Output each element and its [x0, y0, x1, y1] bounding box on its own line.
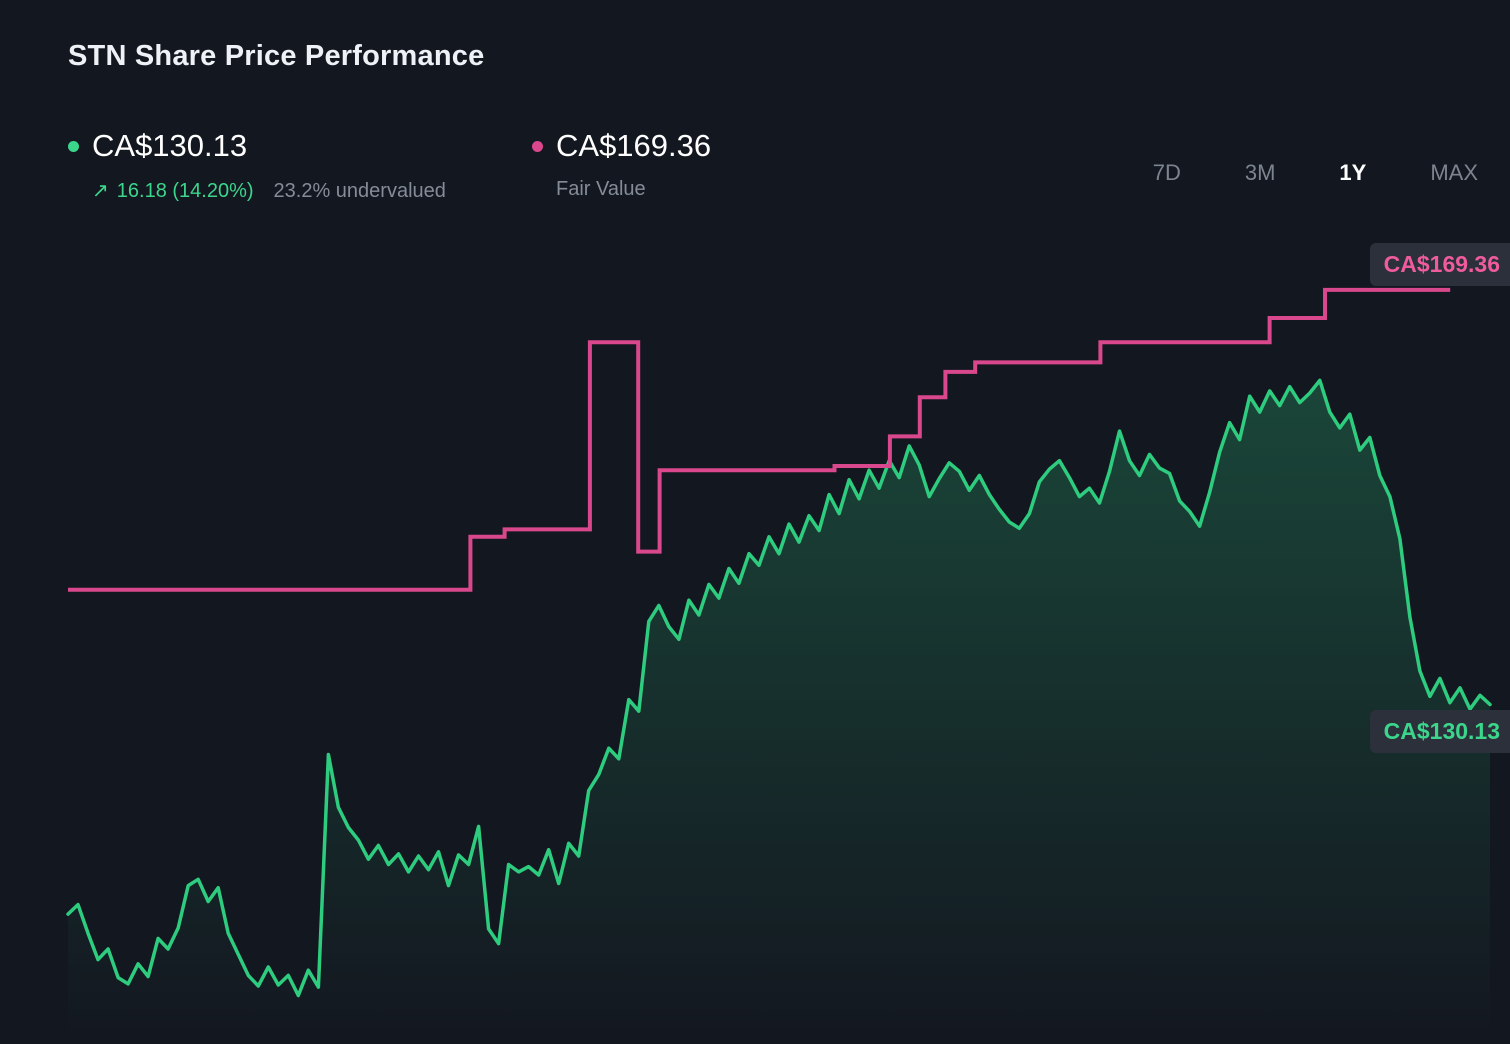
share-price-change: 16.18 (14.20%): [116, 180, 254, 202]
fair-value-value: CA$169.36: [556, 128, 712, 163]
range-button-3m[interactable]: 3M: [1241, 158, 1280, 188]
fair-value-line: [68, 287, 1451, 592]
range-button-1y[interactable]: 1Y: [1335, 158, 1370, 188]
share-price-badge: CA$130.13: [1369, 710, 1510, 753]
legend-fair-value: CA$169.36 Fair Value: [532, 128, 711, 201]
fair-value-dot-icon: [532, 140, 543, 152]
share-price-dot-icon: [68, 140, 79, 152]
fair-value-price-badge: CA$169.36: [1369, 243, 1510, 286]
range-button-7d[interactable]: 7D: [1149, 158, 1185, 188]
share-price-value: CA$130.13: [92, 128, 248, 163]
range-selector: 7D 3M 1Y MAX: [1149, 158, 1482, 188]
share-price-area: [68, 380, 1490, 1044]
fair-value-label: Fair Value: [556, 178, 646, 200]
page-title: STN Share Price Performance: [68, 40, 485, 72]
legend-share-price: CA$130.13 ↗ 16.18 (14.20%) 23.2% underva…: [68, 128, 446, 203]
range-button-max[interactable]: MAX: [1426, 158, 1482, 188]
share-price-line: [66, 378, 1492, 998]
undervalued-note: 23.2% undervalued: [273, 180, 446, 202]
share-price-change-arrow-icon: ↗: [92, 180, 109, 202]
